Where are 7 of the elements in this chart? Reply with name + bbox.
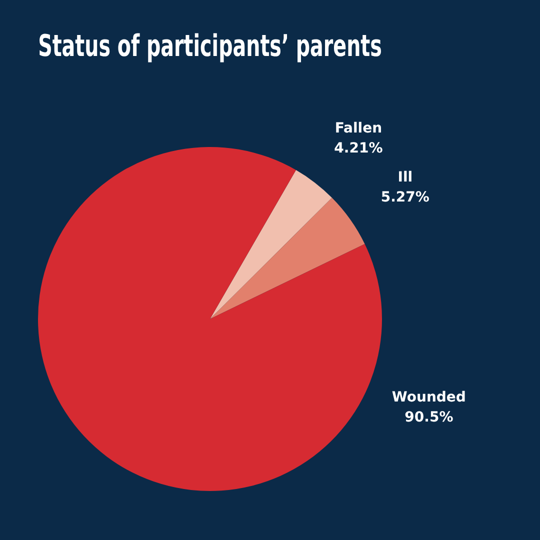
slice-label: Fallen <box>334 120 382 137</box>
data-label: 90.5% <box>404 409 454 426</box>
chart-title: Status of participants’ parents <box>38 27 382 63</box>
slice-label: Wounded <box>392 389 466 406</box>
data-label: 4.21% <box>334 140 383 157</box>
data-label: 5.27% <box>380 189 430 206</box>
slice-label: Ill <box>398 169 413 186</box>
